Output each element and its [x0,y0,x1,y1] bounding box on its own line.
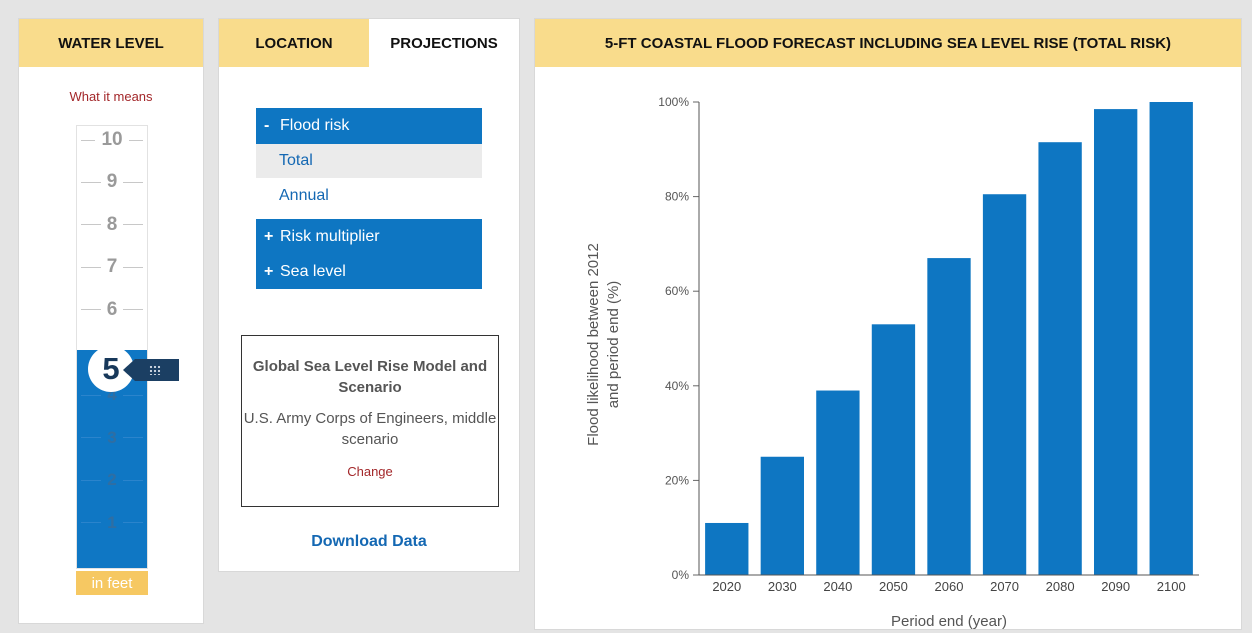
what-it-means-link[interactable]: What it means [69,89,153,104]
gauge-tick: 7 [77,254,147,280]
gauge-tick-label: 10 [101,129,123,150]
x-tick-label: 2050 [879,579,908,594]
gauge-tick-label: 3 [107,427,117,447]
gauge-tick: 2 [77,467,147,493]
gauge-tick: 10 [77,127,147,153]
y-tick-label: 20% [665,473,689,487]
x-tick-label: 2040 [823,579,852,594]
x-tick-label: 2060 [935,579,964,594]
y-axis-title: Flood likelihood between 2012 and period … [585,243,622,446]
gauge-tick: 1 [77,510,147,536]
bar-2070 [982,194,1027,576]
gauge-tick-label: 8 [106,213,118,235]
y-axis-title-line1: Flood likelihood between 2012 [585,243,602,446]
download-data-link[interactable]: Download Data [311,533,427,550]
model-title: Global Sea Level Rise Model and Scenario [252,358,488,396]
menu-sea-level-label: Sea level [280,263,346,280]
menu-risk-multiplier-label: Risk multiplier [280,228,380,245]
y-tick-label: 80% [665,190,689,204]
water-level-title: WATER LEVEL [19,19,203,67]
bar-2090 [1094,109,1138,575]
water-level-panel: WATER LEVEL What it means 10 9 8 7 6 4 3 2 1 5 i… [18,18,204,624]
gauge-tick: 6 [77,297,147,323]
change-model-link[interactable]: Change [347,464,393,479]
gauge-tick: 9 [77,169,147,195]
chart-title: 5-FT COASTAL FLOOD FORECAST INCLUDING SE… [535,19,1241,67]
expand-icon: + [264,263,274,280]
x-tick-label: 2100 [1157,579,1186,594]
menu-item-annual[interactable]: Annual [279,187,329,204]
projections-panel: LOCATION PROJECTIONS - Flood risk Total … [218,18,520,572]
bar-2060 [927,258,971,575]
bar-2100 [1149,102,1193,575]
menu-sea-level[interactable]: + Sea level [256,255,482,289]
tab-location[interactable]: LOCATION [219,19,369,67]
gauge-tick-label: 6 [106,298,118,320]
menu-flood-risk[interactable]: - Flood risk [256,108,482,144]
x-tick-label: 2090 [1101,579,1130,594]
x-tick-label: 2020 [712,579,741,594]
bar-2050 [871,324,916,575]
flood-forecast-chart: 0% 20% 40% 60% 80% 100% 2020 2030 2040 2050 2060 20… [585,95,1199,629]
gauge-tick: 3 [77,425,147,451]
gauge-tick-label: 4 [107,385,117,405]
bar-2080 [1038,142,1082,575]
gauge-tick-label: 1 [107,512,117,532]
menu-risk-multiplier[interactable]: + Risk multiplier [256,219,482,255]
y-tick-label: 100% [658,95,689,109]
model-scenario-box: Global Sea Level Rise Model and Scenario… [241,335,499,507]
water-level-slider-handle[interactable] [123,359,179,381]
tab-bar: LOCATION PROJECTIONS [219,19,519,67]
expand-icon: + [264,228,274,245]
bar-2020 [705,522,749,575]
y-tick-label: 40% [665,379,689,393]
x-tick-label: 2080 [1046,579,1075,594]
gauge-tick: 8 [77,212,147,238]
y-tick-label: 60% [665,284,689,298]
bar-2030 [760,456,804,575]
gauge-tick-label: 9 [106,171,118,193]
x-axis-title: Period end (year) [891,613,1007,629]
gauge-tick-label: 2 [107,470,117,490]
x-tick-label: 2030 [768,579,797,594]
x-tick-label: 2070 [990,579,1019,594]
bar-2040 [816,390,860,575]
y-axis-title-line2: and period end (%) [605,281,622,409]
unit-label: in feet [76,571,148,595]
chart-panel: 5-FT COASTAL FLOOD FORECAST INCLUDING SE… [534,18,1242,630]
y-tick-label: 0% [672,568,690,582]
gauge-tick: 4 [77,382,147,408]
grip-icon [149,365,161,375]
model-description: U.S. Army Corps of Engineers, middle sce… [243,410,497,448]
menu-flood-risk-label: Flood risk [280,117,350,134]
collapse-icon: - [264,117,270,134]
gauge-tick-label: 7 [106,256,118,278]
tab-projections[interactable]: PROJECTIONS [369,19,519,67]
menu-item-total[interactable]: Total [256,144,482,178]
